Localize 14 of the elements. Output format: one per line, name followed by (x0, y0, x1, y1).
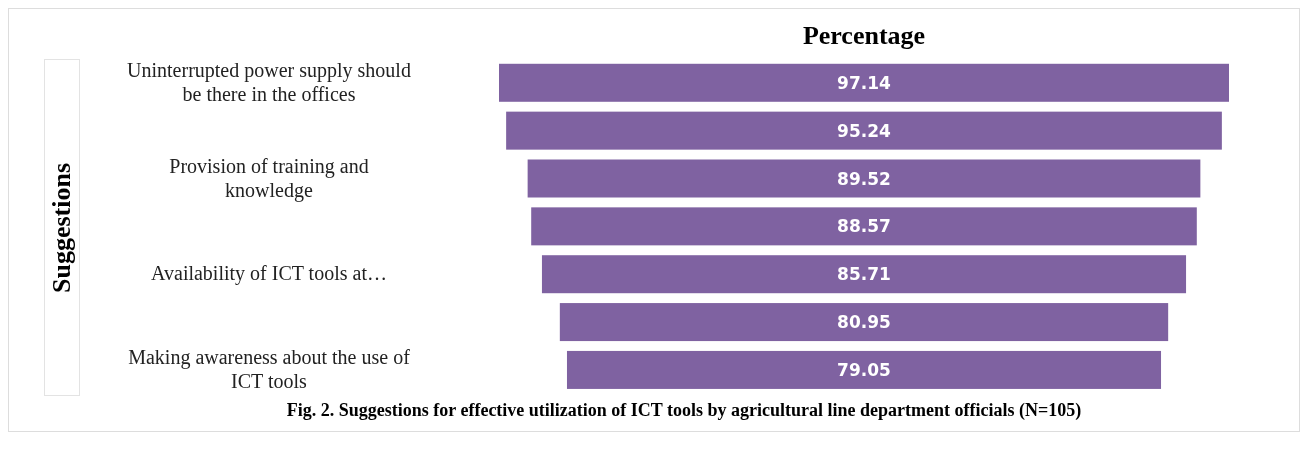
data-label: 89.52 (837, 168, 891, 189)
text: Percentage (801, 21, 927, 51)
category-label: Making awareness about the use of ICT tools (128, 346, 411, 393)
data-label: 88.57 (837, 216, 891, 237)
text: Suggestions (47, 162, 77, 293)
category-label: Availability of ICT tools at… (151, 262, 387, 286)
caption: Fig. 2. Suggestions for effective utilization of ICT tools by agricultural line department officials (N=105) (285, 399, 1083, 422)
data-label: 95.24 (837, 120, 892, 141)
data-label: 80.95 (837, 312, 891, 333)
data-label: 97.14 (837, 72, 892, 93)
category-label: Provision of training and knowledge (169, 154, 369, 202)
category-label: Uninterrupted power supply should be there in the offices (127, 58, 411, 105)
data-label: 85.71 (837, 264, 891, 285)
data-label: 79.05 (837, 359, 891, 380)
